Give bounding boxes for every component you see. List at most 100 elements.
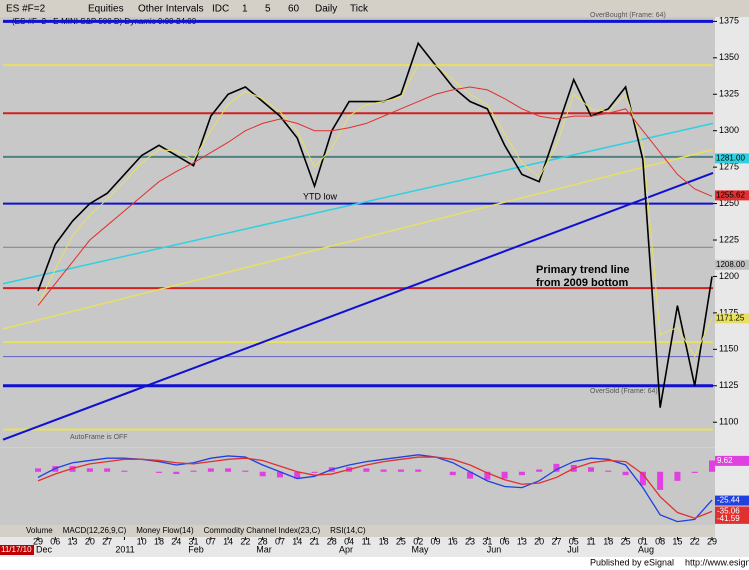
x-tick-label: 07 bbox=[275, 536, 285, 546]
menu[interactable]: Equities bbox=[88, 4, 124, 15]
x-tick-label: 01 bbox=[638, 536, 648, 546]
button[interactable]: 1 bbox=[242, 4, 248, 15]
x-tick-label: 18 bbox=[154, 536, 164, 546]
x-tick-label: 22 bbox=[690, 536, 700, 546]
macd-flag-label: -25.44 bbox=[717, 496, 740, 505]
x-tick-label: 25 bbox=[396, 536, 406, 546]
y-tick-label: 1375 bbox=[719, 16, 739, 26]
histogram-bar bbox=[657, 471, 664, 490]
price-flag-label: 1255.62 bbox=[716, 190, 745, 199]
indicator-tab[interactable]: RSI(14,C) bbox=[330, 526, 366, 535]
x-tick-label: 31 bbox=[482, 536, 492, 546]
button[interactable]: Tick bbox=[350, 4, 369, 15]
month-label: Jul bbox=[567, 544, 579, 554]
indicator-tab[interactable]: Money Flow(14) bbox=[136, 526, 194, 535]
x-tick-label: 15 bbox=[672, 536, 682, 546]
annotation: YTD low bbox=[303, 191, 338, 201]
menu[interactable]: IDC bbox=[212, 4, 229, 15]
x-tick-label: 13 bbox=[68, 536, 78, 546]
x-tick-label: 13 bbox=[517, 536, 527, 546]
macd-flag-label: 9.62 bbox=[717, 456, 733, 465]
price-pane bbox=[0, 17, 715, 447]
x-tick-label: 20 bbox=[85, 536, 95, 546]
x-tick-label: 04 bbox=[344, 536, 354, 546]
annotation: OverBought (Frame: 64) bbox=[590, 12, 666, 19]
button[interactable]: 60 bbox=[288, 4, 300, 15]
x-tick-label: 27 bbox=[102, 536, 112, 546]
footer bbox=[0, 557, 749, 570]
histogram-bar bbox=[484, 471, 491, 480]
histogram-bar bbox=[155, 471, 162, 473]
histogram-bar bbox=[674, 471, 681, 481]
x-tick-label: 16 bbox=[448, 536, 458, 546]
trend-line bbox=[2, 148, 714, 330]
x-tick-label: 22 bbox=[240, 536, 250, 546]
x-tick-label: 06 bbox=[500, 536, 510, 546]
month-label: 2011 bbox=[115, 544, 134, 554]
x-tick-label: 24 bbox=[171, 536, 181, 546]
x-tick-label: 14 bbox=[292, 536, 302, 546]
x-tick-label: 06 bbox=[50, 536, 60, 546]
x-tick-label: 23 bbox=[465, 536, 475, 546]
x-tick-label: 02 bbox=[413, 536, 423, 546]
x-tick-label: 28 bbox=[258, 536, 268, 546]
price-line bbox=[37, 41, 713, 408]
price-flag bbox=[715, 153, 749, 164]
moving-average bbox=[37, 64, 713, 358]
macd-flag bbox=[715, 506, 749, 517]
button[interactable]: 5 bbox=[265, 4, 271, 15]
histogram-bar bbox=[311, 471, 318, 473]
histogram-bar bbox=[259, 471, 266, 477]
histogram-bar bbox=[207, 468, 214, 472]
footer-link[interactable]: http://www.esignal.com bbox=[685, 557, 749, 567]
x-tick-label: 07 bbox=[206, 536, 216, 546]
x-tick-label: 28 bbox=[327, 536, 337, 546]
histogram-bar bbox=[691, 471, 698, 473]
histogram-bar bbox=[225, 468, 232, 472]
x-tick-label: 09 bbox=[430, 536, 440, 546]
y-tick-label: 1175 bbox=[719, 307, 738, 317]
indicator-tab[interactable]: MACD(12,26,9,C) bbox=[63, 526, 127, 535]
month-label: Dec bbox=[36, 544, 53, 554]
histogram-bar bbox=[190, 470, 197, 472]
x-tick-label: 27 bbox=[551, 536, 561, 546]
symbol-box[interactable]: ES #F=2 bbox=[6, 4, 46, 15]
x-tick-label: 29 bbox=[707, 536, 717, 546]
date-axis bbox=[0, 537, 749, 557]
tab-bar bbox=[0, 525, 715, 537]
toolbar bbox=[0, 0, 749, 17]
x-tick-label: 18 bbox=[379, 536, 389, 546]
month-label: Aug bbox=[638, 544, 654, 554]
y-tick-label: 1275 bbox=[719, 162, 739, 172]
histogram-bar bbox=[588, 467, 595, 472]
price-flag-label: 1171.25 bbox=[716, 313, 745, 322]
indicator-tab[interactable]: Volume bbox=[26, 526, 53, 535]
y-tick-label: 1100 bbox=[719, 417, 738, 427]
macd-flag bbox=[715, 495, 749, 506]
menu[interactable]: Other Intervals bbox=[138, 4, 204, 15]
indicator-tab[interactable]: Commodity Channel Index(23,C) bbox=[204, 526, 321, 535]
y-tick-label: 1300 bbox=[719, 125, 739, 135]
histogram-bar bbox=[605, 470, 612, 472]
y-tick-label: 1150 bbox=[719, 344, 738, 354]
histogram-bar bbox=[294, 471, 301, 479]
x-tick-label: 29 bbox=[33, 536, 43, 546]
histogram-bar bbox=[518, 471, 525, 476]
macd-flag bbox=[715, 513, 749, 524]
month-label: May bbox=[411, 544, 429, 554]
macd-flag bbox=[715, 455, 749, 466]
histogram-bar bbox=[553, 463, 560, 472]
x-tick-label: 31 bbox=[189, 536, 199, 546]
x-tick-label: 14 bbox=[223, 536, 233, 546]
annotation: OverSold (Frame: 64) bbox=[590, 388, 658, 395]
macd-flag-label: -35.06 bbox=[717, 507, 740, 516]
histogram-bar bbox=[467, 471, 474, 479]
trend-line bbox=[2, 172, 714, 441]
month-label: 11/17/10 bbox=[1, 545, 32, 554]
x-tick-label: 21 bbox=[310, 536, 320, 546]
month-label: Apr bbox=[339, 544, 353, 554]
price-flag bbox=[715, 259, 749, 270]
button[interactable]: Daily bbox=[315, 4, 337, 15]
x-tick-label: 08 bbox=[655, 536, 665, 546]
